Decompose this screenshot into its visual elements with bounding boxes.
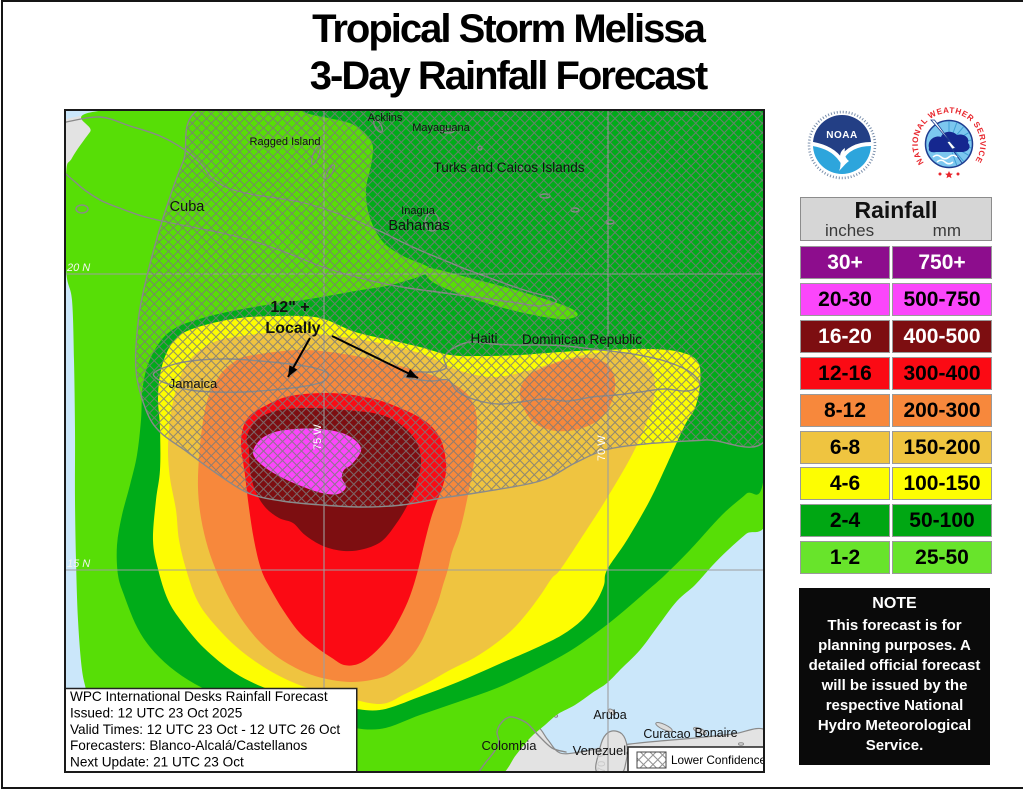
svg-text:70 W: 70 W xyxy=(596,435,608,461)
svg-text:Forecasters: Blanco-Alcalá/Cas: Forecasters: Blanco-Alcalá/Castellanos xyxy=(70,738,307,753)
svg-text:NOAA: NOAA xyxy=(826,130,857,141)
svg-text:Colombia: Colombia xyxy=(482,738,538,753)
svg-text:Lower Confidence: Lower Confidence xyxy=(671,753,765,767)
svg-text:Locally: Locally xyxy=(265,320,320,337)
svg-text:Ragged Island: Ragged Island xyxy=(250,136,321,148)
svg-text:Acklins: Acklins xyxy=(368,112,403,124)
svg-text:Issued: 12 UTC 23 Oct 2025: Issued: 12 UTC 23 Oct 2025 xyxy=(70,705,242,720)
svg-text:Valid Times: 12 UTC 23 Oct - 1: Valid Times: 12 UTC 23 Oct - 12 UTC 26 O… xyxy=(70,722,340,737)
svg-text:70 W: 70 W xyxy=(596,747,608,773)
svg-text:12" +: 12" + xyxy=(270,299,309,316)
svg-text:Inagua: Inagua xyxy=(401,205,436,217)
svg-text:Venezuela: Venezuela xyxy=(573,743,634,758)
svg-text:Aruba: Aruba xyxy=(593,708,626,722)
svg-text:WPC International Desks Rainfa: WPC International Desks Rainfall Forecas… xyxy=(70,689,328,704)
svg-text:75 W: 75 W xyxy=(312,424,324,450)
svg-text:Curacao: Curacao xyxy=(643,727,690,741)
svg-text:Mayaguana: Mayaguana xyxy=(412,122,470,134)
svg-text:Haiti: Haiti xyxy=(470,331,497,346)
svg-text:Turks and Caicos Islands: Turks and Caicos Islands xyxy=(433,160,584,175)
svg-text:Cuba: Cuba xyxy=(170,199,206,215)
svg-text:Bonaire: Bonaire xyxy=(694,726,737,740)
svg-text:Next Update: 21 UTC 23 Oct: Next Update: 21 UTC 23 Oct xyxy=(70,755,244,770)
svg-text:Dominican Republic: Dominican Republic xyxy=(522,332,642,347)
svg-text:Jamaica: Jamaica xyxy=(169,376,218,391)
svg-text:15 N: 15 N xyxy=(67,558,90,570)
svg-text:20 N: 20 N xyxy=(66,262,90,274)
svg-text:Bahamas: Bahamas xyxy=(388,218,449,234)
